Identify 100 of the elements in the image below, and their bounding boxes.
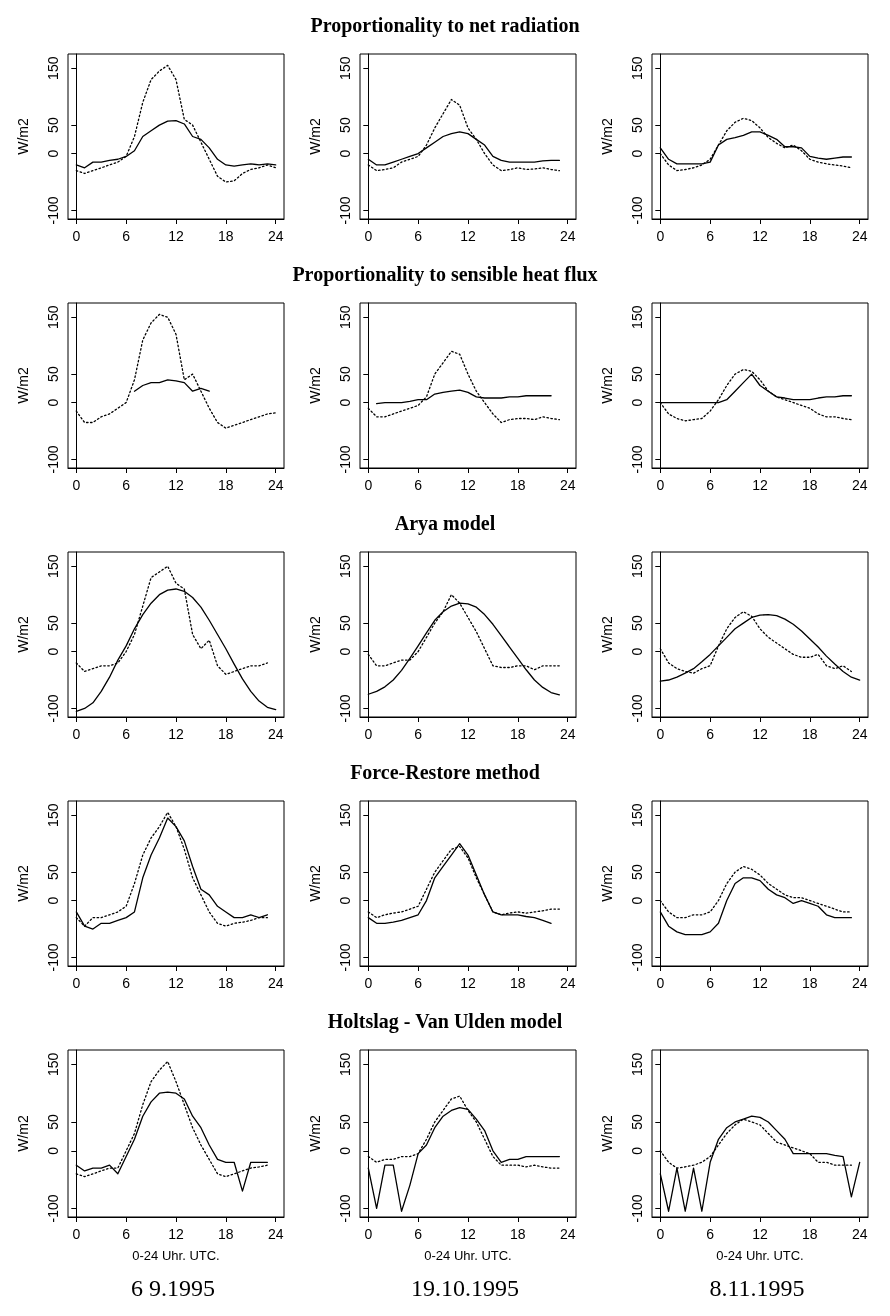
- y-tick-label: 150: [337, 56, 353, 80]
- y-tick-label: -100: [337, 445, 353, 474]
- y-tick-label: 150: [337, 305, 353, 329]
- y-tick-label: 150: [45, 803, 61, 827]
- y-tick-label: 50: [337, 864, 353, 880]
- y-axis-title: W/m2: [599, 1115, 615, 1152]
- x-tick-label: 6: [122, 975, 131, 991]
- y-tick-label: -100: [45, 196, 61, 225]
- line-series: [375, 389, 552, 405]
- x-tick-label: 12: [752, 726, 768, 742]
- text: 6 9.1995: [130, 1275, 216, 1302]
- y-tick-label: -100: [337, 943, 353, 972]
- x-tick-label: 6: [414, 726, 423, 742]
- y-tick-label: 150: [629, 1052, 645, 1077]
- y-tick-label: 50: [629, 117, 645, 133]
- y-tick-label: -100: [629, 196, 645, 225]
- x-tick-label: 24: [267, 477, 284, 493]
- y-tick-label: -100: [45, 943, 61, 972]
- line-series: [133, 379, 210, 392]
- y-axis-title: W/m2: [599, 865, 615, 902]
- x-tick-label: 0: [72, 477, 81, 493]
- x-tick-label: 12: [752, 975, 768, 991]
- x-tick-label: 18: [802, 228, 818, 244]
- x-tick-label: 6: [706, 726, 715, 742]
- x-tick-label: 0: [656, 1226, 665, 1242]
- x-tick-label: 24: [851, 975, 868, 991]
- y-tick-label: 50: [629, 864, 645, 880]
- x-tick-label: 6: [122, 477, 131, 493]
- y-axis-title: W/m2: [15, 1115, 31, 1152]
- x-tick-label: 6: [122, 1226, 131, 1242]
- y-axis-title: W/m2: [599, 616, 615, 653]
- y-axis-title: W/m2: [307, 865, 323, 902]
- y-tick-label: 50: [337, 117, 353, 133]
- x-tick-label: 12: [460, 228, 476, 244]
- y-tick-label: 0: [629, 149, 645, 158]
- x-tick-label: 12: [168, 228, 184, 244]
- x-tick-label: 0: [656, 228, 665, 244]
- chart-title: Proportionality to sensible heat flux: [292, 263, 598, 286]
- x-tick-label: 0: [364, 477, 373, 493]
- y-tick-label: 0: [337, 1146, 353, 1155]
- y-tick-label: -100: [45, 445, 61, 474]
- x-tick-label: 24: [851, 1226, 868, 1242]
- x-tick-label: 6: [414, 975, 423, 991]
- x-tick-label: 18: [510, 1226, 526, 1242]
- x-tick-label: 18: [510, 975, 526, 991]
- x-tick-label: 0: [72, 726, 81, 742]
- y-tick-label: -100: [629, 1194, 645, 1223]
- x-tick-label: 6: [414, 477, 423, 493]
- y-tick-label: 50: [337, 1113, 353, 1130]
- y-tick-label: -100: [337, 1194, 353, 1223]
- x-tick-label: 12: [460, 477, 476, 493]
- y-tick-label: 0: [337, 647, 353, 656]
- x-tick-label: 6: [414, 1226, 423, 1242]
- x-tick-label: 0: [364, 1226, 373, 1242]
- y-axis-title: W/m2: [15, 367, 31, 404]
- x-tick-label: 0: [364, 726, 373, 742]
- y-tick-label: -100: [629, 694, 645, 723]
- x-tick-label: 24: [559, 228, 576, 244]
- x-tick-label: 18: [218, 477, 234, 493]
- x-tick-label: 24: [267, 975, 284, 991]
- y-tick-label: 50: [629, 1113, 645, 1130]
- y-tick-label: 150: [45, 56, 61, 80]
- y-tick-label: 0: [45, 1146, 61, 1155]
- x-tick-label: 18: [802, 975, 818, 991]
- chart-title: Force-Restore method: [350, 761, 540, 784]
- y-tick-label: 150: [45, 554, 61, 578]
- x-axis-title: 0-24 Uhr. UTC.: [716, 1248, 804, 1263]
- y-tick-label: 150: [337, 554, 353, 578]
- x-tick-label: 24: [559, 975, 576, 991]
- y-tick-label: 0: [337, 398, 353, 407]
- y-tick-label: 50: [45, 117, 61, 133]
- x-tick-label: 18: [510, 477, 526, 493]
- x-tick-label: 24: [559, 1226, 576, 1242]
- x-tick-label: 24: [267, 228, 284, 244]
- y-tick-label: 0: [337, 149, 353, 158]
- x-tick-label: 24: [851, 726, 868, 742]
- x-tick-label: 6: [706, 975, 715, 991]
- y-tick-label: 150: [337, 1052, 353, 1077]
- x-tick-label: 24: [851, 477, 868, 493]
- y-tick-label: -100: [337, 694, 353, 723]
- y-tick-label: 0: [45, 647, 61, 656]
- x-tick-label: 24: [267, 726, 284, 742]
- y-axis-title: W/m2: [307, 367, 323, 404]
- x-tick-label: 18: [802, 477, 818, 493]
- y-tick-label: 50: [629, 366, 645, 382]
- x-tick-label: 18: [510, 726, 526, 742]
- y-tick-label: 0: [629, 896, 645, 905]
- y-axis-title: W/m2: [599, 367, 615, 404]
- y-tick-label: 150: [629, 56, 645, 80]
- x-tick-label: 12: [168, 726, 184, 742]
- y-tick-label: 0: [629, 398, 645, 407]
- x-tick-label: 12: [752, 228, 768, 244]
- x-axis-title: 0-24 Uhr. UTC.: [424, 1248, 512, 1263]
- x-tick-label: 6: [706, 1226, 715, 1242]
- y-tick-label: -100: [629, 445, 645, 474]
- text: 8.11.1995: [708, 1275, 806, 1302]
- x-tick-label: 6: [414, 228, 423, 244]
- x-axis-title: 0-24 Uhr. UTC.: [132, 1248, 220, 1263]
- x-tick-label: 0: [72, 975, 81, 991]
- x-tick-label: 0: [656, 975, 665, 991]
